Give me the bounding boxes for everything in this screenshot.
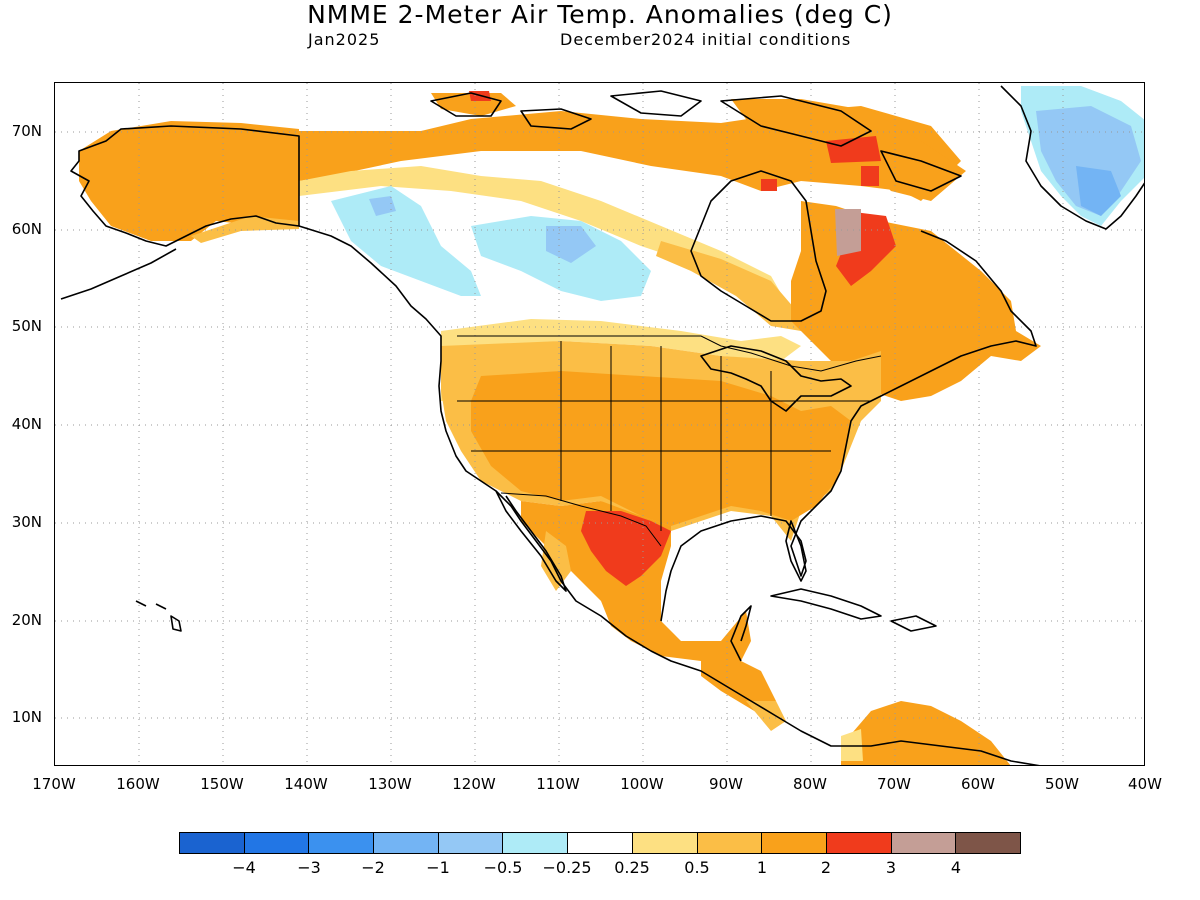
- baffin-hot-2: [861, 166, 879, 186]
- ungava-peak: [835, 209, 861, 256]
- color-scale-swatch-3: [374, 833, 439, 853]
- scale-label-minus-3: −3: [297, 858, 321, 877]
- lon-label-130w: 130W: [368, 775, 412, 793]
- hawaii-islands: [135, 600, 182, 632]
- us-mexico-border: [500, 492, 662, 547]
- color-scale-swatch-4: [438, 833, 504, 853]
- greenland-coast: [1000, 85, 1144, 230]
- pacific-coast: [298, 225, 1040, 765]
- gulf-atlantic-coast: [660, 230, 1037, 662]
- arctic-islands: [430, 90, 962, 192]
- lon-label-140w: 140W: [284, 775, 328, 793]
- scale-label-minus-0-5: −0.5: [483, 858, 523, 877]
- color-scale-swatch-9: [762, 833, 827, 853]
- color-scale-swatch-11: [891, 833, 957, 853]
- central-america-light: [746, 701, 786, 731]
- alaska-warm-region: [79, 121, 299, 241]
- us-state-lines: [457, 341, 871, 531]
- map-title: NMME 2-Meter Air Temp. Anomalies (deg C): [307, 0, 893, 29]
- color-scale-swatch-1: [244, 833, 310, 853]
- color-scale-swatch-2: [309, 833, 375, 853]
- scale-label-1: 1: [756, 858, 768, 877]
- map-plot-area: [54, 82, 1145, 766]
- scale-label-minus-2: −2: [361, 858, 385, 877]
- color-scale-swatch-12: [956, 833, 1020, 853]
- central-canada-colder: [546, 226, 596, 263]
- baffin-hot-3: [826, 136, 881, 163]
- south-america-warm: [841, 701, 1011, 765]
- lat-label-20n: 20N: [11, 611, 42, 629]
- scale-label-minus-4: −4: [232, 858, 256, 877]
- lat-label-50n: 50N: [11, 317, 42, 335]
- color-scale-swatch-6: [568, 833, 633, 853]
- yukon-colder-spot: [369, 196, 396, 216]
- baffin-hot-1: [761, 179, 777, 191]
- map-gridlines: [55, 83, 1144, 765]
- scale-label-3: 3: [885, 858, 897, 877]
- initial-conditions: December2024 initial conditions: [560, 30, 852, 49]
- alaska-coast: [60, 125, 300, 300]
- scale-label-minus-0-25: −0.25: [542, 858, 592, 877]
- color-scale-swatch-8: [697, 833, 763, 853]
- south-america-light: [841, 729, 863, 761]
- southern-canada-yellow: [441, 319, 801, 361]
- lon-label-110w: 110W: [536, 775, 580, 793]
- scale-label-4: 4: [950, 858, 962, 877]
- mexico-warm: [521, 501, 751, 661]
- cuba: [770, 588, 882, 620]
- scale-label-minus-1: −1: [426, 858, 450, 877]
- lat-label-10n: 10N: [11, 708, 42, 726]
- mexico-light-pacific: [541, 531, 571, 591]
- lon-label-40w: 40W: [1128, 775, 1162, 793]
- hispaniola: [890, 615, 937, 632]
- lon-label-80w: 80W: [793, 775, 827, 793]
- color-scale-bar: [179, 832, 1021, 854]
- us-canada-border: [457, 335, 882, 372]
- florida: [785, 520, 807, 582]
- color-scale-swatch-0: [180, 833, 245, 853]
- lon-label-160w: 160W: [116, 775, 160, 793]
- political-borders: [298, 136, 882, 547]
- central-canada-cold: [471, 216, 651, 301]
- scale-label-2: 2: [820, 858, 832, 877]
- lon-label-120w: 120W: [452, 775, 496, 793]
- lon-label-70w: 70W: [877, 775, 911, 793]
- lon-label-150w: 150W: [200, 775, 244, 793]
- scale-label-0-5: 0.5: [684, 858, 710, 877]
- hudson-warm-arc: [656, 241, 801, 331]
- coastlines: [60, 85, 1144, 765]
- hudson-bay-coast: [690, 170, 827, 322]
- anomaly-map: [55, 83, 1144, 765]
- lat-label-30n: 30N: [11, 513, 42, 531]
- lon-label-50w: 50W: [1045, 775, 1079, 793]
- color-scale-swatch-10: [826, 833, 892, 853]
- lat-label-60n: 60N: [11, 220, 42, 238]
- lon-label-90w: 90W: [709, 775, 743, 793]
- forecast-month: Jan2025: [308, 30, 381, 49]
- greenland-colder: [1076, 166, 1121, 216]
- lon-label-60w: 60W: [961, 775, 995, 793]
- lat-label-40n: 40N: [11, 415, 42, 433]
- lon-label-170w: 170W: [32, 775, 76, 793]
- scale-label-0-25: 0.25: [614, 858, 650, 877]
- lon-label-100w: 100W: [620, 775, 664, 793]
- lat-label-70n: 70N: [11, 122, 42, 140]
- yellow-band-north: [299, 166, 791, 321]
- baja-coast: [495, 490, 567, 592]
- anomaly-shading: [79, 86, 1144, 765]
- yukon-cold: [331, 186, 481, 296]
- color-scale-swatch-5: [503, 833, 569, 853]
- great-lakes: [700, 345, 852, 412]
- color-scale-swatch-7: [632, 833, 698, 853]
- alaska-light-fringe: [191, 216, 299, 243]
